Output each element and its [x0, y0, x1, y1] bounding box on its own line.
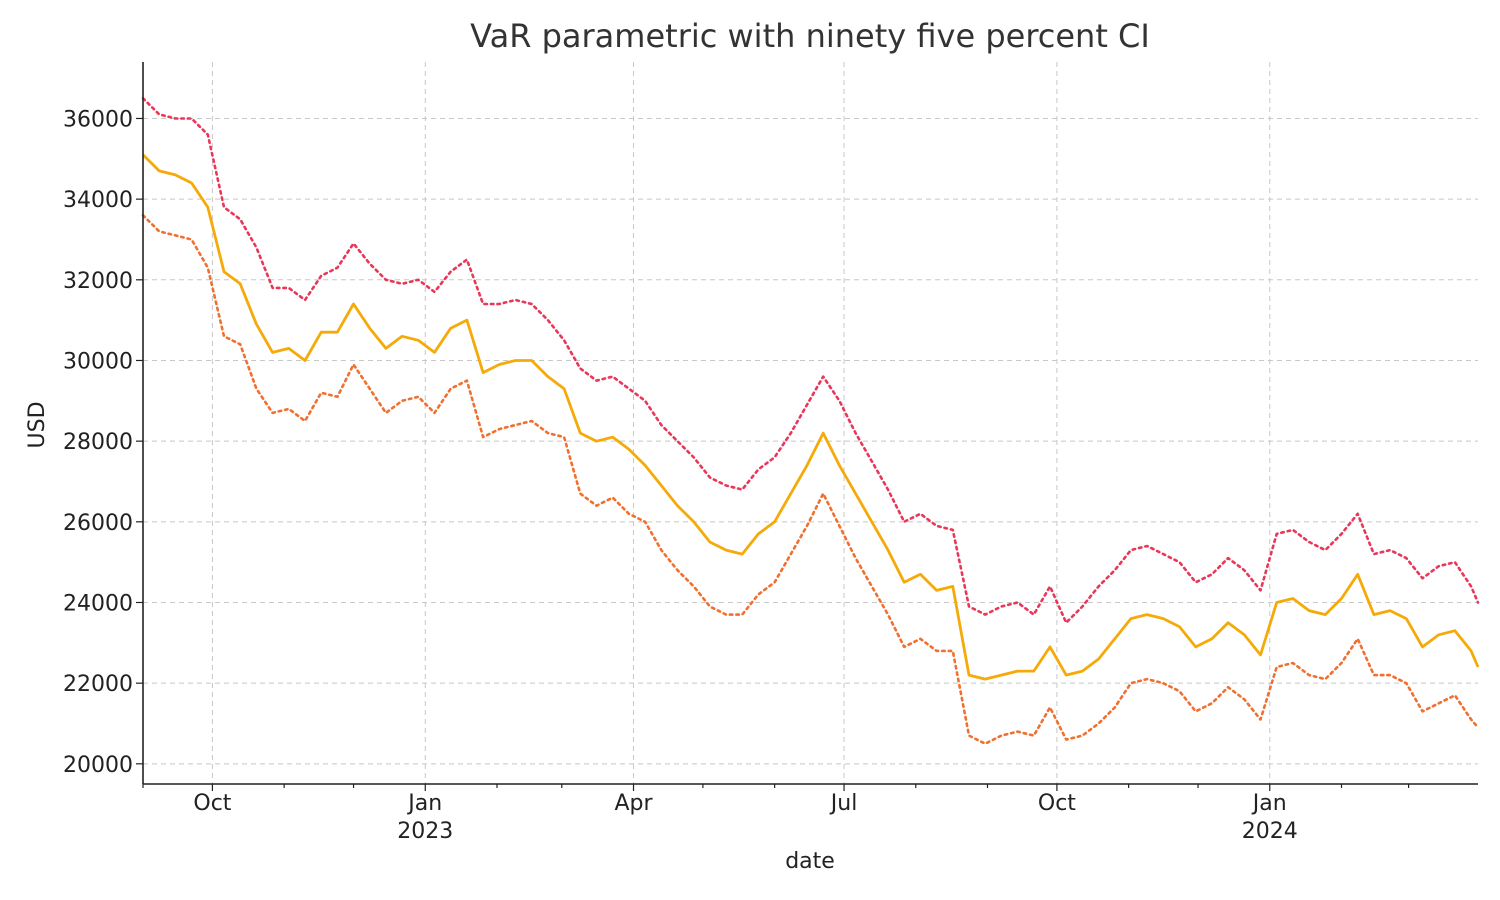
upper-ci-line: [141, 97, 1480, 625]
axes: 20000 22000 24000 26000 28000 30000 32000 34000…: [63, 62, 1478, 844]
x-tick-label: Oct: [193, 791, 231, 816]
x-tick-year-label: 2024: [1242, 819, 1298, 844]
y-tick-label: 32000: [63, 269, 133, 294]
y-tick-label: 26000: [63, 511, 133, 536]
grid: [143, 62, 1478, 784]
x-tick-label: Jul: [829, 791, 858, 816]
x-tick-label: Apr: [614, 791, 653, 816]
y-tick-label: 22000: [63, 672, 133, 697]
y-tick-label: 28000: [63, 430, 133, 455]
x-tick-label: Jan: [1251, 791, 1287, 816]
chart-title: VaR parametric with ninety five percent …: [470, 17, 1150, 55]
y-axis-label: USD: [25, 401, 50, 448]
x-tick-label: Jan: [406, 791, 442, 816]
y-tick-label: 30000: [63, 349, 133, 374]
y-tick-label: 20000: [63, 753, 133, 778]
x-tick-label: Oct: [1038, 791, 1076, 816]
lower-ci-line: [141, 214, 1480, 746]
x-axis-label: date: [785, 849, 835, 874]
series-layer: [141, 97, 1480, 746]
y-tick-label: 34000: [63, 188, 133, 213]
var-line: [142, 153, 1480, 681]
y-tick-label: 36000: [63, 107, 133, 132]
y-tick-label: 24000: [63, 591, 133, 616]
x-tick-year-label: 2023: [397, 819, 453, 844]
